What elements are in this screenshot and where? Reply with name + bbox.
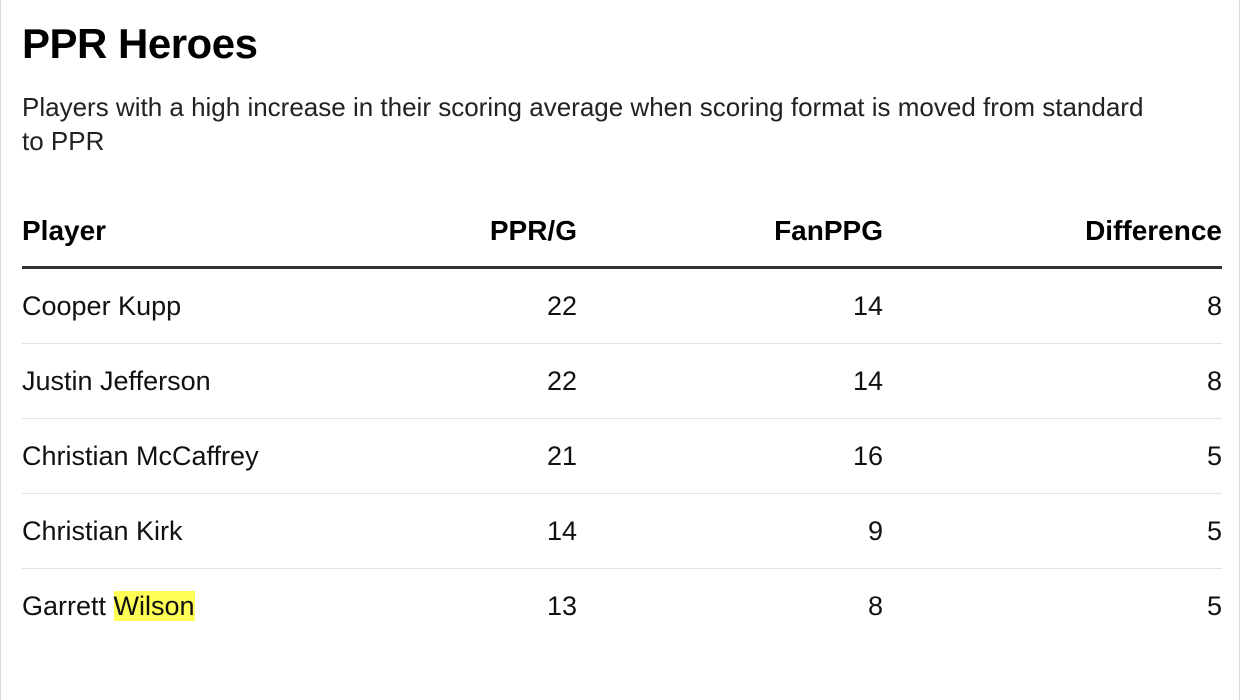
- cell-fanppg: 9: [577, 493, 883, 569]
- column-header-ppr-g[interactable]: PPR/G: [352, 196, 577, 269]
- cell-ppr-g: 13: [546, 590, 577, 621]
- cell-fanppg: 14: [577, 343, 883, 419]
- cell-ppr-g: 21: [352, 418, 577, 494]
- cell-fanppg: 8: [867, 590, 883, 621]
- cell-difference: 5: [883, 418, 1222, 494]
- chart-title: PPR Heroes: [22, 20, 258, 67]
- cell-player: Christian Kirk: [22, 493, 352, 569]
- chart-subtitle: Players with a high increase in their sc…: [22, 92, 1144, 156]
- column-header-fanppg[interactable]: FanPPG: [577, 196, 883, 269]
- cell-difference: 8: [883, 267, 1222, 344]
- cell-difference: 5: [1206, 590, 1222, 621]
- player-first-name: Garrett: [22, 590, 107, 621]
- table-row: Justin Jefferson 22 14 8: [22, 343, 1222, 419]
- cell-ppr-g: 22: [352, 343, 577, 419]
- header-row: Player PPR/G FanPPG Difference: [22, 196, 1222, 269]
- cell-difference: 5: [883, 493, 1222, 569]
- table-row: Cooper Kupp 22 14 8: [22, 267, 1222, 344]
- table-row: Christian Kirk 14 9 5: [22, 493, 1222, 569]
- column-header-player[interactable]: Player: [22, 196, 352, 269]
- cell-player: Justin Jefferson: [22, 343, 352, 419]
- table-row: Christian McCaffrey 21 16 5: [22, 418, 1222, 494]
- cell-player: Garrett Wilson: [22, 569, 352, 644]
- column-header-difference[interactable]: Difference: [883, 196, 1222, 269]
- cell-fanppg: 14: [577, 267, 883, 344]
- cell-ppr-g: 14: [352, 493, 577, 569]
- table-row: Garrett Wilson 13 8 5: [22, 569, 1222, 644]
- cell-difference: 8: [883, 343, 1222, 419]
- data-table: Player PPR/G FanPPG Difference Cooper Ku…: [22, 196, 1222, 643]
- cell-fanppg: 16: [577, 418, 883, 494]
- search-highlight: Wilson: [113, 590, 195, 621]
- cell-player: Cooper Kupp: [22, 267, 352, 344]
- cell-player: Christian McCaffrey: [22, 418, 352, 494]
- cell-ppr-g: 22: [352, 267, 577, 344]
